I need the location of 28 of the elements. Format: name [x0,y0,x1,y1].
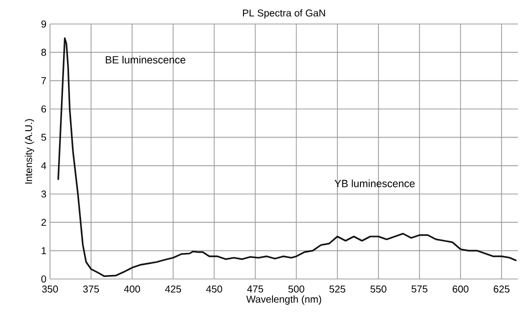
x-axis-title: Wavelength (nm) [246,295,322,305]
annotation: YB luminescence [334,180,415,188]
y-tick-label: 1 [42,247,46,254]
chart-title: PL Spectra of GaN [243,9,325,18]
x-tick-label: 575 [412,286,428,292]
x-tick-label: 550 [370,286,386,293]
x-tick-label: 500 [288,286,304,293]
line-series [57,37,518,277]
x-tick-label: 400 [124,286,140,293]
x-tick-label: 425 [165,286,182,293]
x-tick-label: 350 [42,286,58,293]
y-tick-label: 5 [41,134,46,141]
y-axis-title: Intensity (A.U.) [24,119,34,184]
y-tick-label: 8 [41,48,46,56]
annotation: BE luminescence [106,56,186,64]
y-tick-label: 2 [41,218,46,226]
x-tick-label: 475 [247,286,264,292]
y-tick-label: 3 [41,190,46,198]
y-tick-label: 7 [41,77,46,84]
x-tick-label: 600 [452,286,468,293]
x-tick-label: 525 [329,286,346,293]
x-tick-label: 450 [206,286,222,293]
x-tick-label: 625 [494,286,510,293]
y-tick-label: 4 [41,162,46,170]
x-tick-label: 375 [83,286,99,293]
y-tick-label: 9 [41,20,46,28]
y-tick-label: 6 [41,105,46,113]
y-tick-label: 0 [41,275,46,283]
